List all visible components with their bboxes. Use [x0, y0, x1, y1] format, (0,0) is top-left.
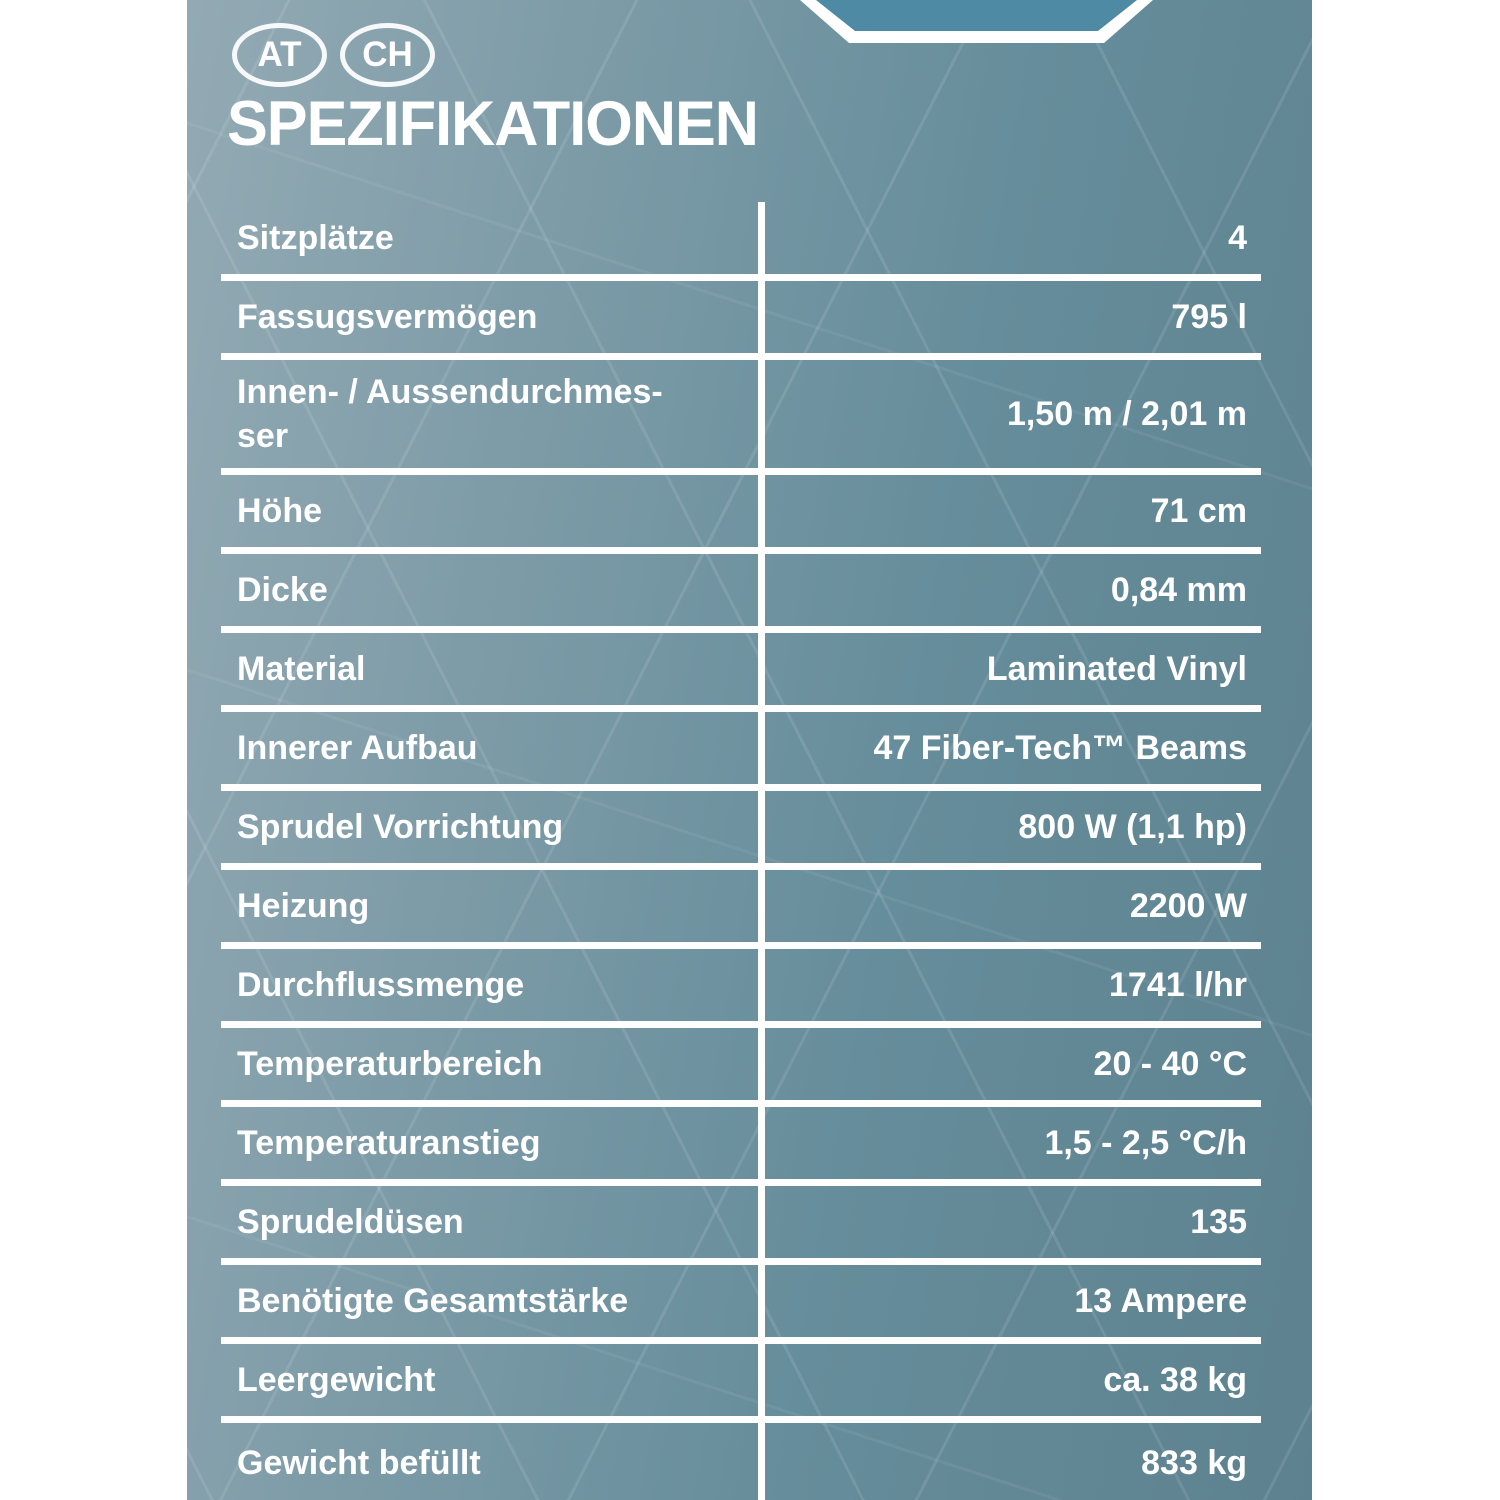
country-badge-ch-label: CH: [362, 35, 413, 74]
spec-row: Sprudeldüsen 135: [221, 1186, 1261, 1265]
spec-row-label: Höhe: [237, 492, 322, 530]
spec-row-value: 71 cm: [1150, 492, 1247, 530]
spec-row-value: 20 - 40 °C: [1093, 1045, 1247, 1083]
spec-row: Fassugsvermögen 795 l: [221, 281, 1261, 360]
spec-row-label: Fassugsvermögen: [237, 298, 538, 336]
spec-row-value: 795 l: [1171, 298, 1247, 336]
spec-row: Heizung 2200 W: [221, 870, 1261, 949]
spec-row-label: Sprudeldüsen: [237, 1203, 464, 1241]
hexagon-banner: [816, 0, 1137, 31]
spec-row: Temperaturanstieg 1,5 - 2,5 °C/h: [221, 1107, 1261, 1186]
spec-row-value: 4: [1228, 219, 1247, 257]
spec-row-label: Benötigte Gesamtstärke: [237, 1282, 629, 1320]
spec-row-value: 13 Ampere: [1074, 1282, 1247, 1320]
spec-table: Sitzplätze 4 Fassugsvermögen 795 l Innen- / …: [221, 202, 1261, 1500]
spec-row-label: Innen- / Aussendurchmes- ser: [237, 373, 663, 455]
page-title: SPEZIFIKATIONEN: [227, 89, 759, 159]
spec-row-label: Gewicht befüllt: [237, 1444, 481, 1482]
spec-row-value: 1741 l/hr: [1109, 966, 1247, 1004]
spec-row: Leergewicht ca. 38 kg: [221, 1344, 1261, 1423]
spec-row: Dicke 0,84 mm: [221, 554, 1261, 633]
spec-row-value: 47 Fiber-Tech™ Beams: [873, 729, 1247, 767]
country-badges: AT CH: [232, 23, 435, 87]
column-divider: [758, 202, 765, 1500]
spec-row-value: 833 kg: [1141, 1444, 1247, 1482]
spec-row-value: 1,50 m / 2,01 m: [1006, 395, 1247, 433]
spec-row: Innen- / Aussendurchmes- ser 1,50 m / 2,0…: [221, 360, 1261, 475]
spec-row-value: Laminated Vinyl: [986, 650, 1247, 688]
spec-panel: AT CH SPEZIFIKATIONEN Sitzplätze 4 Fassugs…: [187, 0, 1312, 1500]
spec-row-value: 800 W (1,1 hp): [1018, 808, 1247, 846]
spec-row-label: Dicke: [237, 571, 328, 609]
spec-row: Durchflussmenge 1741 l/hr: [221, 949, 1261, 1028]
spec-row: Höhe 71 cm: [221, 475, 1261, 554]
country-badge-ch: CH: [340, 23, 435, 87]
spec-row-value: 1,5 - 2,5 °C/h: [1044, 1124, 1247, 1162]
spec-row-label: Sitzplätze: [237, 219, 394, 257]
spec-row-label: Durchflussmenge: [237, 966, 525, 1004]
spec-row-label: Leergewicht: [237, 1361, 436, 1399]
spec-row-label: Temperaturbereich: [237, 1045, 543, 1083]
spec-row: Innerer Aufbau 47 Fiber-Tech™ Beams: [221, 712, 1261, 791]
spec-row-label: Innerer Aufbau: [237, 729, 478, 767]
spec-row-label: Sprudel Vorrichtung: [237, 808, 564, 846]
spec-row-label: Material: [237, 650, 366, 688]
spec-row: Sitzplätze 4: [221, 202, 1261, 281]
spec-row-label: Heizung: [237, 887, 370, 925]
spec-row: Benötigte Gesamtstärke 13 Ampere: [221, 1265, 1261, 1344]
country-badge-at-label: AT: [257, 35, 302, 74]
spec-row-value: ca. 38 kg: [1103, 1361, 1247, 1399]
spec-row: Temperaturbereich 20 - 40 °C: [221, 1028, 1261, 1107]
spec-row-value: 0,84 mm: [1110, 571, 1247, 609]
spec-row-value: 2200 W: [1129, 887, 1247, 925]
country-badge-at: AT: [232, 23, 327, 87]
spec-row: Material Laminated Vinyl: [221, 633, 1261, 712]
spec-row-value: 135: [1190, 1203, 1247, 1241]
spec-row-label: Temperaturanstieg: [237, 1124, 541, 1162]
spec-row: Gewicht befüllt 833 kg: [221, 1423, 1261, 1500]
spec-row: Sprudel Vorrichtung 800 W (1,1 hp): [221, 791, 1261, 870]
